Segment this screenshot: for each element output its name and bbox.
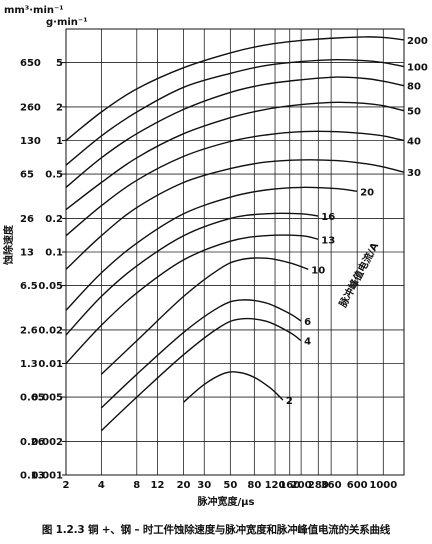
curve-label-100: 100 (407, 63, 428, 74)
curve-family-label: 脉冲峰值电流/A (336, 240, 382, 310)
y-tick-label-volume: 650 (20, 58, 41, 69)
y-tick-label-mass: 5 (56, 58, 63, 69)
curve-labels: 200 100 80 50 40 30 20 16 13 10 6 4 2 (286, 36, 428, 407)
curve-label-6: 6 (304, 317, 311, 328)
figure-caption: 图 1.2.3 铜 +、钢 – 时工件蚀除速度与脉冲宽度和脉冲峰值电流的关系曲线 (41, 524, 391, 536)
curve-label-30: 30 (407, 168, 421, 179)
curve-200 (65, 36, 405, 142)
y-tick-label-mass: 0.01 (38, 359, 63, 370)
y-tick-label-volume: 26 (20, 214, 34, 225)
x-tick-label: 120 (265, 480, 286, 491)
y-tick-label-mass: 0.005 (31, 393, 63, 404)
y-tick-label-mass: 2 (56, 102, 63, 113)
y-tick-label-mass: 0.02 (38, 325, 63, 336)
curve-80 (65, 76, 405, 188)
y-tick-label-mass: 0.5 (45, 170, 63, 181)
curve-label-13: 13 (321, 235, 335, 246)
y-tick-label-volume: 1.3 (20, 359, 38, 370)
y-tick-label-volume: 260 (20, 102, 41, 113)
x-tick-label: 30 (197, 480, 211, 491)
y-axis-ticks: 5 650 2 260 1 130 0.5 65 0.2 26 0.1 13 0.056.5 0.022.… (20, 58, 66, 482)
curve-label-16: 16 (321, 212, 335, 223)
y-tick-label-volume: 2.6 (20, 325, 38, 336)
x-tick-label: 600 (347, 480, 368, 491)
x-tick-label: 160 (279, 480, 300, 491)
plot-frame (65, 28, 405, 476)
y-tick-label-mass: 0.05 (38, 281, 63, 292)
y-tick-label-mass: 0.2 (45, 214, 63, 225)
curve-10 (100, 257, 309, 375)
curve-13 (65, 234, 319, 364)
y-unit-mass: g·min⁻¹ (46, 17, 88, 28)
curve-label-10: 10 (311, 265, 325, 276)
x-tick-label: 20 (177, 480, 191, 491)
y-tick-label-volume: 0.26 (20, 437, 45, 448)
y-tick-label-volume: 130 (20, 136, 41, 147)
curve-label-80: 80 (407, 82, 421, 93)
y-tick-label-volume: 65 (20, 170, 34, 181)
y-tick-label-mass: 0.002 (31, 437, 63, 448)
x-tick-label: 2 (63, 480, 70, 491)
curves (65, 36, 405, 432)
x-tick-label: 50 (223, 480, 237, 491)
y-tick-label-mass: 1 (56, 136, 63, 147)
curve-label-20: 20 (360, 187, 374, 198)
curve-40 (65, 130, 405, 237)
y-tick-label-volume: 13 (20, 248, 34, 259)
curve-2 (183, 371, 284, 403)
x-tick-label: 80 (247, 480, 261, 491)
x-axis-title: 脉冲宽度/μs (197, 495, 255, 508)
x-tick-label: 200 (291, 480, 312, 491)
x-tick-label: 280 (308, 480, 329, 491)
y-tick-label-mass: 0.1 (45, 248, 63, 259)
curve-50 (65, 101, 405, 211)
curve-label-4: 4 (304, 337, 311, 348)
y-axis-title: 蚀除速度 (2, 224, 15, 266)
y-tick-label-mass: 0.001 (31, 471, 63, 482)
x-tick-label: 360 (321, 480, 342, 491)
curve-16 (65, 212, 319, 336)
grid (65, 29, 404, 476)
curve-label-2: 2 (286, 396, 293, 407)
curve-20 (65, 186, 358, 311)
y-tick-label-volume: 6.5 (20, 281, 38, 292)
y-tick-label-volume: 0.65 (20, 393, 45, 404)
y-tick-label-volume: 0.13 (20, 471, 45, 482)
x-tick-label: 12 (151, 480, 165, 491)
y-unit-volume: mm³·min⁻¹ (4, 5, 64, 16)
x-tick-label: 4 (98, 480, 105, 491)
curve-6 (100, 299, 302, 409)
curve-label-50: 50 (407, 107, 421, 118)
curve-label-200: 200 (407, 36, 428, 47)
x-tick-label: 8 (133, 480, 140, 491)
chart: mm³·min⁻¹ g·min⁻¹ 5650226011300.5650.226… (2, 5, 428, 508)
x-tick-label: 1000 (369, 480, 397, 491)
curve-30 (65, 159, 405, 270)
curve-100 (65, 58, 405, 166)
curve-label-40: 40 (407, 137, 421, 148)
curve-4 (100, 317, 302, 432)
